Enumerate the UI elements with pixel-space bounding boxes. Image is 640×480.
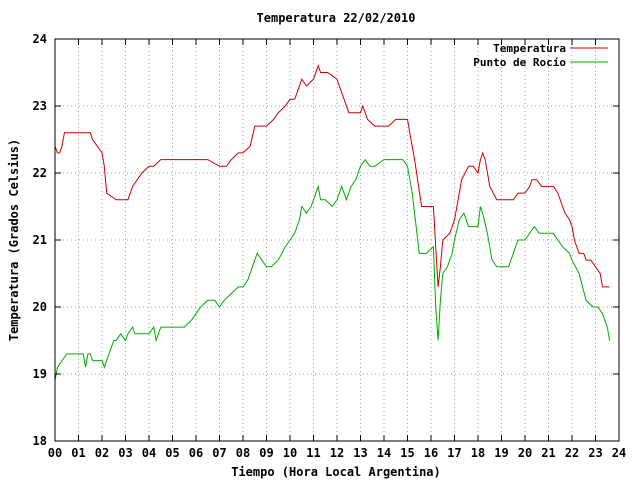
series-line-punto-de-rocio <box>54 158 611 381</box>
y-tick-label: 20 <box>33 300 47 314</box>
x-tick-label: 20 <box>518 446 532 460</box>
y-tick-label: 23 <box>33 99 47 113</box>
x-tick-label: 11 <box>306 446 320 460</box>
x-tick-label: 22 <box>565 446 579 460</box>
x-axis-label: Tiempo (Hora Local Argentina) <box>231 465 441 479</box>
x-tick-label: 15 <box>400 446 414 460</box>
series-line-temperatura <box>54 64 610 288</box>
y-tick-labels: 18 19 20 21 22 23 24 <box>33 32 47 448</box>
chart-title: Temperatura 22/02/2010 <box>257 11 416 25</box>
x-tick-label: 09 <box>259 446 273 460</box>
y-tick-label: 24 <box>33 32 47 46</box>
x-tick-label: 00 <box>48 446 62 460</box>
x-tick-label: 04 <box>142 446 156 460</box>
x-tick-label: 14 <box>377 446 391 460</box>
axis-ticks <box>54 38 620 442</box>
series-layer <box>54 64 611 381</box>
y-tick-label: 18 <box>33 434 47 448</box>
x-tick-label: 21 <box>541 446 555 460</box>
x-tick-label: 16 <box>424 446 438 460</box>
y-tick-label: 22 <box>33 166 47 180</box>
legend-label-temperatura: Temperatura <box>493 42 566 55</box>
x-tick-label: 24 <box>612 446 626 460</box>
x-tick-label: 02 <box>95 446 109 460</box>
grid-lines <box>55 39 619 441</box>
x-tick-label: 17 <box>447 446 461 460</box>
x-tick-label: 23 <box>588 446 602 460</box>
legend: Temperatura Punto de Rocío <box>473 42 608 69</box>
legend-label-punto-de-rocio: Punto de Rocío <box>473 56 566 69</box>
x-tick-label: 12 <box>330 446 344 460</box>
x-tick-label: 01 <box>71 446 85 460</box>
x-tick-label: 05 <box>165 446 179 460</box>
x-tick-label: 10 <box>283 446 297 460</box>
y-axis-label: Temperatura (Grados Celsius) <box>7 139 21 341</box>
x-tick-label: 19 <box>494 446 508 460</box>
x-tick-label: 07 <box>212 446 226 460</box>
x-tick-label: 18 <box>471 446 485 460</box>
y-tick-label: 19 <box>33 367 47 381</box>
x-tick-label: 08 <box>236 446 250 460</box>
x-tick-label: 06 <box>189 446 203 460</box>
y-tick-label: 21 <box>33 233 47 247</box>
x-tick-label: 13 <box>353 446 367 460</box>
x-tick-labels: 00 01 02 03 04 05 06 07 08 09 10 11 12 13 14 15 16 17 18 19… <box>48 446 626 460</box>
x-tick-label: 03 <box>118 446 132 460</box>
